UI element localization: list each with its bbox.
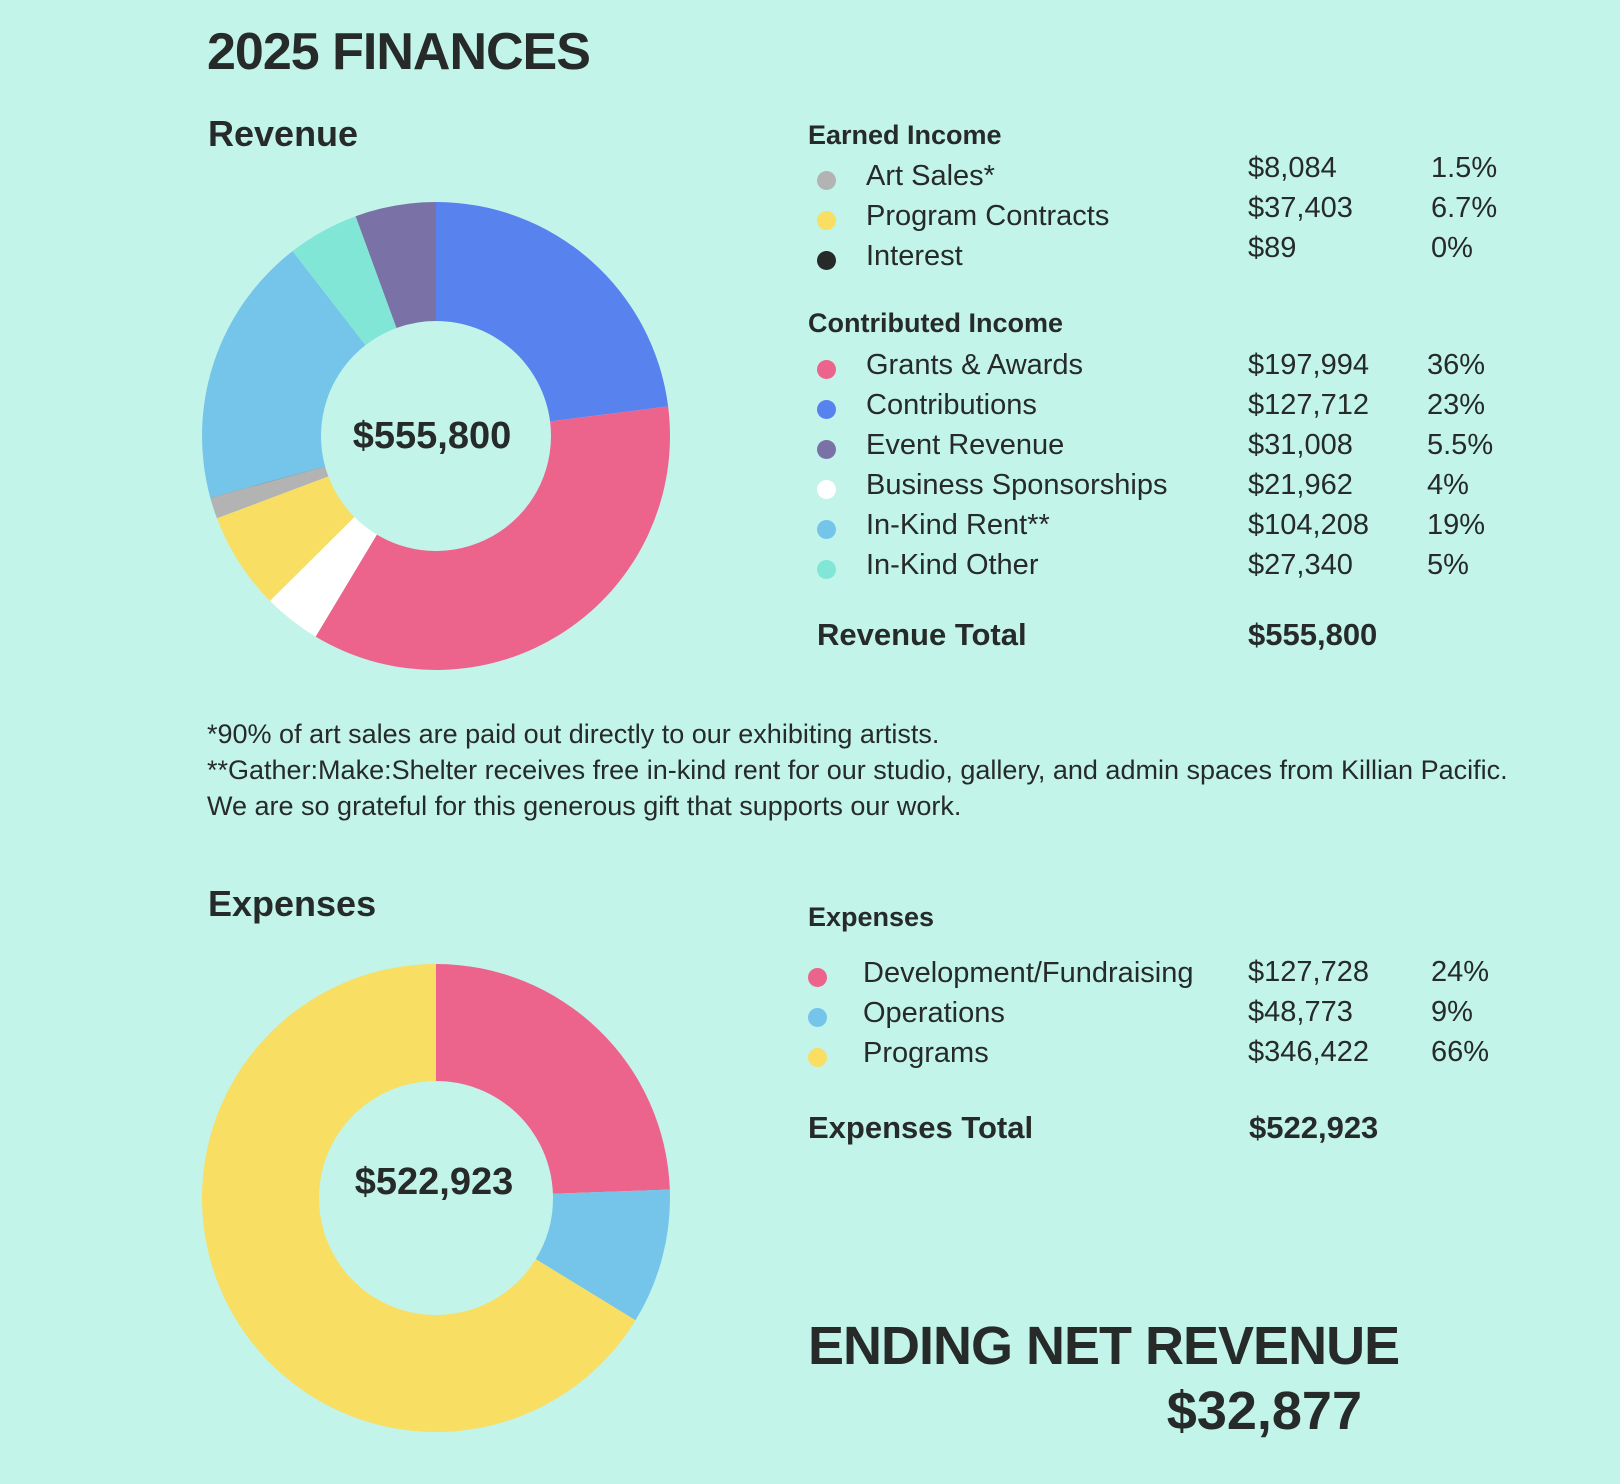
legend-percent: 24% (1431, 956, 1490, 988)
expenses-center-total: $522,923 (355, 1161, 514, 1203)
legend-row-development-fundraising: Development/Fundraising $127,728 24% (808, 956, 1528, 997)
legend-amount: $48,773 (1248, 996, 1353, 1028)
slice-contributions (436, 202, 669, 422)
legend-label: Contributions (866, 389, 1037, 421)
legend-row-event-revenue: Event Revenue $31,008 5.5% (808, 429, 1528, 469)
legend-label: Business Sponsorships (866, 469, 1168, 501)
legend-row-grants-awards: Grants & Awards $197,994 36% (808, 349, 1528, 389)
footnote-in-kind-rent: **Gather:Make:Shelter receives free in-k… (207, 755, 1508, 821)
legend-row-art-sales: Art Sales* $8,084 1.5% (808, 152, 1528, 200)
slice-operations (535, 1189, 670, 1321)
legend-label: Development/Fundraising (863, 957, 1194, 989)
slice-program-contracts (216, 476, 355, 601)
legend-swatch (817, 520, 836, 539)
expenses-heading: Expenses (808, 902, 935, 932)
legend-amount: $8,084 (1248, 152, 1337, 184)
legend-row-in-kind-other: In-Kind Other $27,340 5% (808, 549, 1528, 589)
legend-label: In-Kind Other (866, 549, 1039, 581)
legend-percent: 23% (1427, 389, 1486, 421)
legend-percent: 66% (1431, 1036, 1490, 1068)
legend-label: Event Revenue (866, 429, 1065, 461)
slice-grants-awards (315, 406, 670, 670)
legend-row-business-sponsorships: Business Sponsorships $21,962 4% (808, 469, 1528, 509)
legend-swatch (808, 1008, 827, 1027)
legend-row-interest: Interest $89 0% (808, 232, 1528, 280)
slice-business-sponsorships (269, 517, 377, 637)
legend-swatch (808, 968, 827, 987)
legend-percent: 0% (1431, 232, 1473, 264)
slice-interest (210, 466, 326, 498)
slice-art-sales (210, 466, 329, 519)
legend-amount: $31,008 (1248, 429, 1353, 461)
expenses-donut-chart: $522,923 (202, 964, 670, 1432)
revenue-donut-svg: $555,800 (202, 202, 670, 670)
legend-amount: $89 (1248, 232, 1297, 264)
legend-percent: 5% (1427, 549, 1469, 581)
legend-amount: $37,403 (1248, 192, 1353, 224)
revenue-donut-chart: $555,800 (202, 202, 670, 670)
net-revenue-value: $32,877 (1166, 1381, 1362, 1441)
legend-row-programs: Programs $346,422 66% (808, 1036, 1528, 1077)
footnote-art-sales: *90% of art sales are paid out directly … (207, 719, 940, 749)
expenses-legend: Expenses Development/Fundraising $127,728… (808, 900, 1528, 1150)
legend-swatch (817, 360, 836, 379)
slice-in-kind-other (292, 216, 397, 346)
legend-label: Program Contracts (866, 200, 1110, 232)
legend-amount: $27,340 (1248, 549, 1353, 581)
revenue-center-total: $555,800 (353, 415, 512, 457)
legend-label: Grants & Awards (866, 349, 1084, 381)
expenses-total-label: Expenses Total (808, 1110, 1034, 1145)
legend-percent: 1.5% (1431, 152, 1498, 184)
legend-label: Programs (863, 1037, 989, 1069)
legend-amount: $21,962 (1248, 469, 1353, 501)
legend-row-program-contracts: Program Contracts $37,403 6.7% (808, 192, 1528, 240)
slice-programs (202, 964, 636, 1432)
expenses-section-title: Expenses (208, 883, 377, 924)
earned-income-heading: Earned Income (808, 120, 1002, 150)
legend-percent: 19% (1427, 509, 1486, 541)
legend-row-in-kind-rent: In-Kind Rent** $104,208 19% (808, 509, 1528, 549)
net-revenue-label: ENDING NET REVENUE (808, 1316, 1400, 1376)
contributed-income-heading: Contributed Income (808, 308, 1063, 338)
legend-swatch (817, 440, 836, 459)
legend-row-contributions: Contributions $127,712 23% (808, 389, 1528, 429)
legend-amount: $197,994 (1248, 349, 1369, 381)
legend-row-operations: Operations $48,773 9% (808, 996, 1528, 1037)
legend-amount: $104,208 (1248, 509, 1369, 541)
expenses-total-value: $522,923 (1249, 1110, 1379, 1145)
expenses-donut-svg: $522,923 (202, 964, 670, 1432)
legend-swatch (808, 1048, 827, 1067)
legend-swatch (817, 480, 836, 499)
page-title: 2025 FINANCES (207, 23, 591, 81)
slice-in-kind-rent (202, 251, 366, 498)
legend-amount: $346,422 (1248, 1036, 1369, 1068)
legend-amount: $127,712 (1248, 389, 1369, 421)
legend-swatch (817, 171, 836, 190)
legend-swatch (817, 211, 836, 230)
legend-label: In-Kind Rent** (866, 509, 1050, 541)
revenue-legend: Earned Income Art Sales* $8,084 1.5% Progra… (808, 120, 1528, 660)
legend-percent: 5.5% (1427, 429, 1494, 461)
revenue-section-title: Revenue (208, 113, 359, 154)
legend-swatch (817, 400, 836, 419)
legend-percent: 9% (1431, 996, 1473, 1028)
legend-swatch (817, 251, 836, 270)
slice-development-fundraising (436, 964, 670, 1194)
legend-label: Art Sales* (866, 160, 995, 192)
legend-label: Operations (863, 997, 1005, 1029)
slice-event-revenue (355, 202, 436, 328)
legend-percent: 4% (1427, 469, 1469, 501)
legend-percent: 36% (1427, 349, 1486, 381)
revenue-total-label: Revenue Total (817, 617, 1027, 652)
legend-swatch (817, 560, 836, 579)
legend-amount: $127,728 (1248, 956, 1369, 988)
revenue-total-value: $555,800 (1248, 617, 1378, 652)
footnotes: *90% of art sales are paid out directly … (207, 716, 1527, 824)
legend-label: Interest (866, 240, 963, 272)
legend-percent: 6.7% (1431, 192, 1498, 224)
